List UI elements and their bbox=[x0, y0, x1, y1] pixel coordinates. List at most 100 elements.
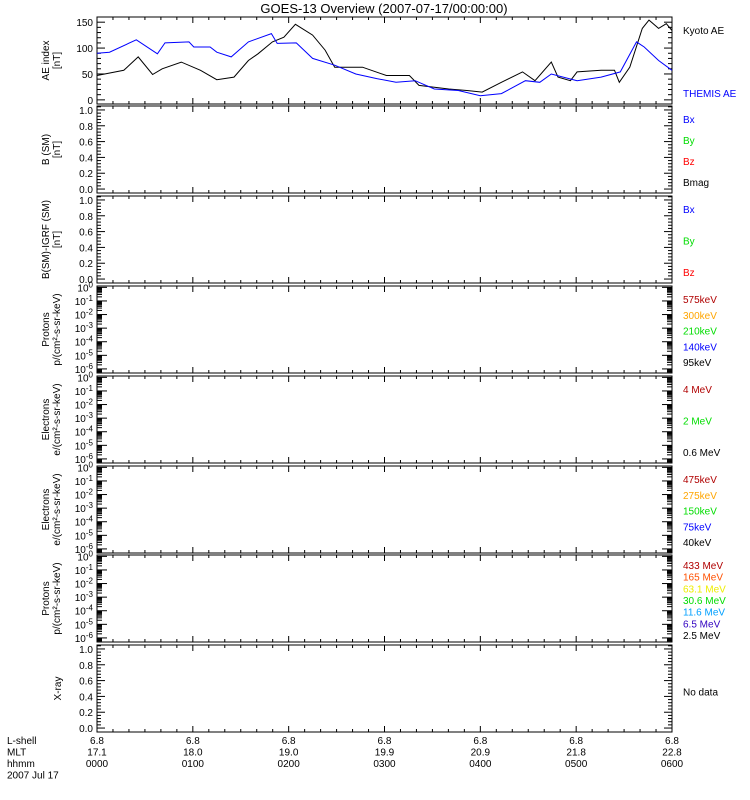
y-tick-label: 10-2 bbox=[75, 398, 94, 412]
y-tick-label: 100 bbox=[77, 549, 93, 563]
y-tick-label: 0.0 bbox=[79, 275, 93, 286]
y-tick-label: 10-3 bbox=[75, 501, 94, 515]
legend-label: 300keV bbox=[683, 311, 717, 322]
y-tick-label: 10-1 bbox=[75, 474, 94, 488]
legend-label: 30.6 MeV bbox=[683, 596, 726, 607]
x-tick-label-lshell: 6.8 bbox=[378, 736, 392, 747]
panel-frame bbox=[96, 644, 673, 733]
y-tick-label: 10-2 bbox=[75, 488, 94, 502]
y-tick-label: 10-4 bbox=[75, 335, 94, 349]
legend-label: 140keV bbox=[683, 342, 717, 353]
legend-label: 0.6 MeV bbox=[683, 448, 721, 459]
y-tick-label: 0 bbox=[87, 96, 93, 107]
x-row-label: hhmm bbox=[7, 759, 35, 770]
legend-label: Bx bbox=[683, 115, 695, 126]
legend-label: 165 MeV bbox=[683, 573, 723, 584]
panel-frame bbox=[96, 285, 673, 374]
x-tick-label-lshell: 6.8 bbox=[90, 736, 104, 747]
y-tick-label: 0.4 bbox=[79, 243, 93, 254]
legend-label: 210keV bbox=[683, 327, 717, 338]
y-tick-label: 10-5 bbox=[75, 348, 94, 362]
y-axis-label: B (SM) bbox=[41, 134, 52, 165]
y-axis-label: [nT] bbox=[52, 52, 63, 69]
legend-label: 75keV bbox=[683, 522, 712, 533]
y-tick-label: 0.6 bbox=[79, 228, 93, 239]
y-axis-label: [nT] bbox=[52, 141, 63, 158]
y-tick-label: 1.0 bbox=[79, 106, 93, 117]
panel-1: 0 50 100 150 AE index [nT] Kyoto AE THEMIS AE bbox=[41, 16, 737, 107]
y-axis-label: AE index bbox=[41, 40, 52, 80]
x-tick-label-lshell: 6.8 bbox=[473, 736, 487, 747]
y-tick-label: 1.0 bbox=[79, 645, 93, 656]
y-tick-label: 10-1 bbox=[75, 563, 94, 577]
y-tick-label: 0.6 bbox=[79, 138, 93, 149]
x-tick-label-mlt: 18.0 bbox=[183, 748, 203, 759]
x-tick-label-hhmm: 0600 bbox=[661, 759, 684, 770]
y-tick-label: 10-2 bbox=[75, 577, 94, 591]
legend-label: By bbox=[683, 136, 695, 147]
x-tick-label-mlt: 21.8 bbox=[566, 748, 586, 759]
legend-label: THEMIS AE bbox=[683, 89, 737, 100]
y-tick-label: 100 bbox=[77, 280, 93, 294]
y-tick-label: 10-1 bbox=[75, 294, 94, 308]
y-axis-label: e/(cm²-s-sr-keV) bbox=[52, 473, 63, 545]
y-tick-label: 10-5 bbox=[75, 617, 94, 631]
x-tick-label-mlt: 19.9 bbox=[375, 748, 395, 759]
chart-title: GOES-13 Overview (2007-07-17/00:00:00) bbox=[260, 1, 507, 16]
date-label: 2007 Jul 17 bbox=[7, 771, 59, 782]
y-axis-label: Electrons bbox=[41, 489, 52, 531]
y-tick-label: 0.2 bbox=[79, 259, 93, 270]
legend-label: 433 MeV bbox=[683, 561, 723, 572]
x-tick-label-lshell: 6.8 bbox=[282, 736, 296, 747]
y-axis-label: Protons bbox=[41, 312, 52, 346]
y-tick-label: 10-6 bbox=[75, 631, 94, 645]
legend-label: 63.1 MeV bbox=[683, 584, 726, 595]
x-tick-label-hhmm: 0000 bbox=[86, 759, 109, 770]
y-tick-label: 1.0 bbox=[79, 196, 93, 207]
series-line-themis-ae bbox=[96, 32, 673, 97]
x-tick-label-hhmm: 0500 bbox=[565, 759, 588, 770]
panel-frame bbox=[96, 465, 673, 554]
x-tick-label-lshell: 6.8 bbox=[186, 736, 200, 747]
y-tick-label: 100 bbox=[77, 370, 93, 384]
x-tick-label-mlt: 22.8 bbox=[662, 748, 682, 759]
legend-label: Kyoto AE bbox=[683, 26, 724, 37]
x-tick-label-hhmm: 0400 bbox=[469, 759, 492, 770]
legend-label: 6.5 MeV bbox=[683, 619, 721, 630]
legend-label: By bbox=[683, 237, 695, 248]
legend-label: 11.6 MeV bbox=[683, 608, 725, 619]
y-tick-label: 50 bbox=[82, 70, 94, 81]
panel-frame bbox=[96, 554, 673, 643]
y-tick-label: 0.2 bbox=[79, 169, 93, 180]
legend-label: 575keV bbox=[683, 295, 717, 306]
y-axis-label: B(SM)-IGRF (SM) bbox=[41, 200, 52, 279]
legend-label: 40keV bbox=[683, 538, 712, 549]
y-tick-label: 10-1 bbox=[75, 384, 94, 398]
y-tick-label: 0.0 bbox=[79, 185, 93, 196]
y-axis-label: Protons bbox=[41, 581, 52, 615]
y-tick-label: 0.2 bbox=[79, 708, 93, 719]
x-tick-label-hhmm: 0200 bbox=[278, 759, 301, 770]
y-tick-label: 10-3 bbox=[75, 321, 94, 335]
legend-label: 150keV bbox=[683, 507, 717, 518]
legend-label: Bz bbox=[683, 268, 695, 279]
y-tick-label: 0.8 bbox=[79, 212, 93, 223]
y-tick-label: 100 bbox=[76, 44, 93, 55]
x-row-label: MLT bbox=[7, 748, 26, 759]
y-tick-label: 0.4 bbox=[79, 692, 93, 703]
legend-label: No data bbox=[683, 688, 718, 699]
legend-label: 2.5 MeV bbox=[683, 631, 721, 642]
panel-8: 0.0 0.2 0.4 0.6 0.8 1.0 X-ray No data bbox=[53, 644, 718, 735]
y-tick-label: 0.4 bbox=[79, 153, 93, 164]
y-tick-label: 10-2 bbox=[75, 308, 94, 322]
y-tick-label: 10-4 bbox=[75, 604, 94, 618]
panel-frame bbox=[96, 195, 673, 284]
y-axis-label: p/(cm²-s-sr-keV) bbox=[52, 562, 63, 634]
y-tick-label: 10-4 bbox=[75, 425, 94, 439]
y-tick-label: 10-5 bbox=[75, 528, 94, 542]
